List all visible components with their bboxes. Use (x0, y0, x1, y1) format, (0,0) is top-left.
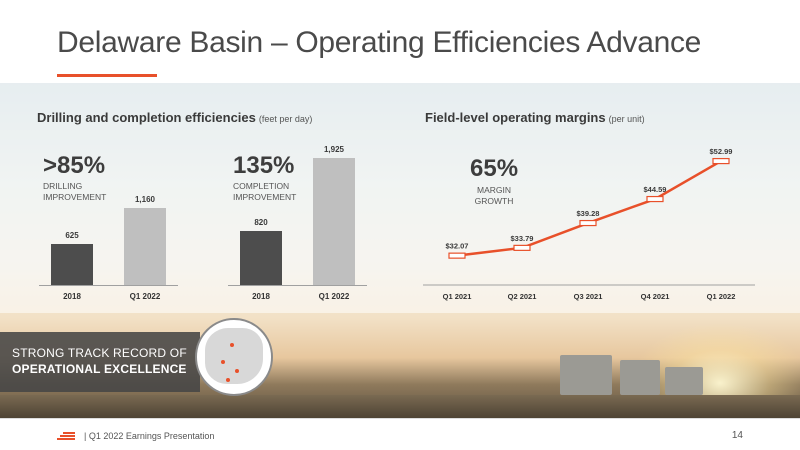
margin-growth-label-line1: MARGIN (477, 185, 511, 195)
margin-data-point (646, 195, 664, 203)
drilling-category-label: Q1 2022 (129, 292, 161, 301)
callout-box (0, 332, 200, 392)
margin-data-point (448, 252, 466, 259)
completion-bar-value-label: 1,925 (323, 145, 345, 154)
margin-category-label: Q4 2021 (641, 292, 670, 301)
completion-improvement-label-line1: COMPLETION (233, 181, 290, 191)
map-location-dot (235, 369, 239, 373)
company-logo-icon (57, 432, 75, 441)
margins-section-title-text: Field-level operating margins (425, 110, 606, 125)
slide-title: Delaware Basin – Operating Efficiencies … (57, 26, 702, 59)
margins-section-title: Field-level operating margins (per unit) (425, 110, 645, 125)
drilling-section-title-text: Drilling and completion efficiencies (37, 110, 256, 125)
basin-map-icon (205, 328, 263, 384)
drilling-bar (51, 243, 93, 285)
margin-data-point (712, 157, 730, 165)
drilling-improvement-label: DRILLING IMPROVEMENT (43, 181, 106, 203)
margin-growth-label-line2: GROWTH (474, 196, 514, 206)
margin-data-point (579, 219, 597, 227)
margin-category-label: Q2 2021 (508, 292, 537, 301)
margin-growth-label: MARGIN GROWTH (474, 185, 514, 207)
drilling-category-label: 2018 (63, 292, 81, 301)
drilling-bar-value-label: 1,160 (134, 195, 156, 205)
completion-bar (313, 158, 355, 285)
completion-category-label: 2018 (252, 292, 270, 301)
margin-category-label: Q1 2022 (707, 292, 736, 301)
margin-data-label: $32.07 (446, 242, 469, 251)
completion-improvement-label-line2: IMPROVEMENT (233, 192, 297, 202)
margins-section-unit: (per unit) (608, 114, 645, 124)
margin-data-point (513, 244, 531, 251)
completion-bar-value-label: 820 (254, 217, 268, 227)
margin-data-label: $44.59 (644, 185, 667, 194)
completion-bar (240, 230, 282, 285)
margin-category-label: Q1 2021 (443, 292, 472, 301)
drilling-bar (124, 208, 166, 285)
footer-divider (0, 418, 800, 419)
map-location-dot (226, 378, 230, 382)
completion-improvement-label: COMPLETION IMPROVEMENT (233, 181, 296, 203)
page-number: 14 (731, 430, 743, 441)
drilling-section-title: Drilling and completion efficiencies (fee… (37, 110, 312, 125)
callout-line2: OPERATIONAL EXCELLENCE (12, 362, 187, 376)
footer-text: | Q1 2022 Earnings Presentation (84, 431, 215, 441)
margin-data-label: $33.79 (511, 234, 534, 243)
callout-line1: STRONG TRACK RECORD OF (12, 346, 187, 360)
drilling-improvement-label-line1: DRILLING (43, 181, 83, 191)
map-location-dot (221, 360, 225, 364)
drilling-bar-value-label: 625 (65, 230, 79, 240)
storage-tank (620, 360, 660, 395)
storage-tank (560, 355, 612, 395)
drilling-improvement-label-line2: IMPROVEMENT (43, 192, 107, 202)
completion-improvement-value: 135% (233, 152, 295, 179)
drilling-improvement-value: >85% (43, 152, 106, 179)
margin-growth-value: 65% (470, 155, 519, 182)
margins-line-chart: $32.07 Q1 2021 $33.79 Q2 2021 $39.28 Q3 2021 $… (423, 147, 755, 301)
completion-category-label: Q1 2022 (318, 292, 350, 301)
map-location-dot (230, 343, 234, 347)
ground (0, 395, 800, 418)
title-underline (57, 74, 157, 77)
completion-baseline (228, 285, 367, 286)
margin-data-label: $52.99 (710, 147, 733, 156)
drilling-section-unit: (feet per day) (258, 114, 313, 124)
margin-category-label: Q3 2021 (574, 292, 603, 301)
drilling-baseline (39, 285, 178, 286)
margin-data-label: $39.28 (577, 209, 600, 218)
storage-tank (665, 367, 703, 395)
